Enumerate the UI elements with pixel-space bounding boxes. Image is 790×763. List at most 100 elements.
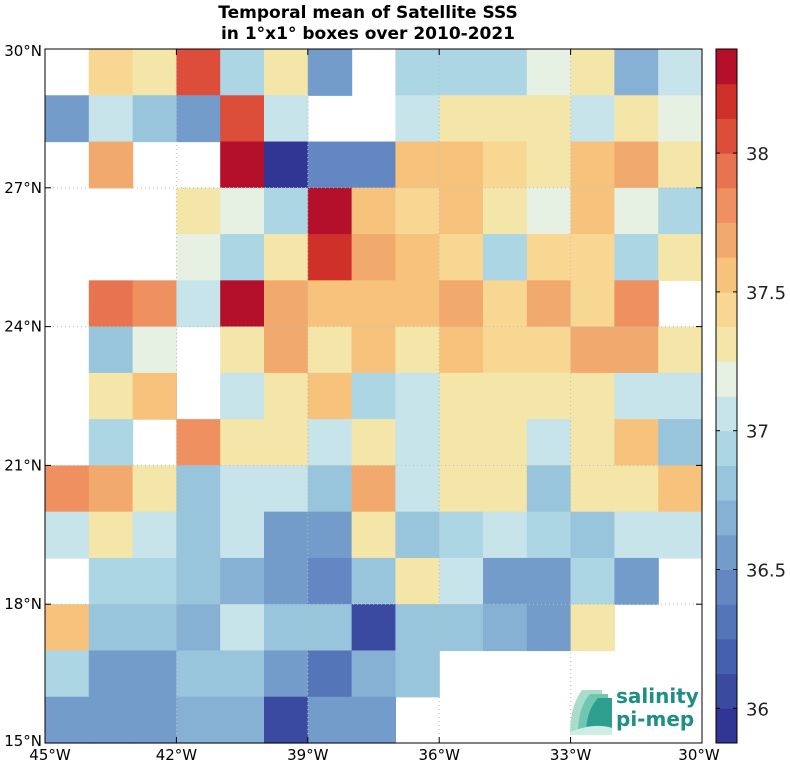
heatmap-cell (351, 696, 396, 744)
heatmap-cell (439, 187, 484, 235)
heatmap-cell (570, 234, 615, 281)
heatmap-cell (483, 372, 528, 420)
heatmap-cell (614, 234, 659, 281)
heatmap-cell (132, 372, 177, 420)
heatmap-cell (658, 419, 703, 466)
colorbar-tick-label: 37 (746, 422, 769, 443)
heatmap-cell (264, 511, 309, 559)
heatmap-cell (307, 49, 353, 96)
y-tick-label: 27°N (4, 179, 42, 197)
heatmap-cell (307, 280, 353, 328)
heatmap-cell (395, 465, 440, 513)
heatmap-cell (658, 187, 703, 235)
plot-frame (44, 48, 703, 744)
heatmap-cell (439, 604, 484, 652)
heatmap-cell (614, 465, 659, 513)
heatmap-cell (658, 372, 703, 420)
heatmap-cell (570, 187, 615, 235)
heatmap-cell (351, 372, 396, 420)
heatmap-cell (439, 511, 484, 559)
heatmap-cell (439, 372, 484, 420)
heatmap-cell (658, 95, 703, 143)
heatmap-cell (88, 604, 134, 652)
colorbar-segment (716, 500, 737, 536)
y-tick-label: 15°N (4, 732, 42, 750)
heatmap-cell (176, 696, 221, 744)
heatmap-cell (395, 557, 440, 605)
heatmap-cell (176, 557, 221, 605)
heatmap-cell (264, 372, 309, 420)
colorbar-segment (716, 257, 737, 293)
heatmap-cell (176, 419, 221, 466)
y-tick-label: 30°N (4, 42, 42, 60)
colorbar-tick-label: 38 (746, 144, 769, 165)
heatmap-cell (526, 372, 572, 420)
heatmap-cell (351, 604, 396, 652)
colorbar-segment (716, 326, 737, 362)
heatmap-cell (176, 95, 221, 143)
heatmap-cell (88, 511, 134, 559)
heatmap-cell (483, 49, 528, 96)
chart-title: Temporal mean of Satellite SSS in 1°x1° … (218, 3, 517, 44)
heatmap-cell (526, 141, 572, 189)
heatmap-cell (307, 372, 353, 420)
heatmap-cell (483, 511, 528, 559)
heatmap-cell (351, 650, 396, 698)
heatmap-cell (307, 557, 353, 605)
colorbar-segment (716, 49, 737, 85)
heatmap-cell (570, 419, 615, 466)
colorbar-segment (716, 534, 737, 570)
heatmap-cell (264, 280, 309, 328)
heatmap-cell (351, 280, 396, 328)
heatmap-cell (88, 280, 134, 328)
heatmap-cell (439, 465, 484, 513)
x-tick-label: 30°W (678, 746, 720, 763)
heatmap-cell (176, 280, 221, 328)
heatmap-cell (307, 187, 353, 235)
colorbar-frame (715, 48, 738, 744)
heatmap-cell (307, 650, 353, 698)
heatmap-cell (220, 557, 265, 605)
colorbar-segment (716, 708, 737, 744)
logo-line-1: salinity (616, 684, 699, 708)
heatmap-cell (395, 372, 440, 420)
heatmap-cell (614, 419, 659, 466)
heatmap-cell (570, 557, 615, 605)
y-tick-label: 21°N (4, 456, 42, 474)
heatmap-cell (132, 49, 177, 96)
heatmap-cell (526, 95, 572, 143)
heatmap-cell (307, 326, 353, 374)
heatmap-cell (220, 49, 265, 96)
y-tick-label: 18°N (4, 595, 42, 613)
heatmap-cell (351, 557, 396, 605)
heatmap-cell (264, 604, 309, 652)
heatmap-cell (439, 557, 484, 605)
colorbar-segment (716, 222, 737, 258)
logo-wave-icon (570, 690, 612, 735)
heatmap-cell (439, 49, 484, 96)
heatmap-cell (614, 95, 659, 143)
heatmap-cell (395, 326, 440, 374)
heatmap-cell (88, 372, 134, 420)
heatmap-cell (351, 141, 396, 189)
heatmap-cell (88, 326, 134, 374)
heatmap-cell (483, 95, 528, 143)
heatmap-cell (88, 95, 134, 143)
heatmap-cell (614, 187, 659, 235)
colorbar-segment (716, 465, 737, 501)
salinity-pi-mep-logo: salinity pi-mep (570, 684, 699, 735)
colorbar: 36 36.5 37 37.5 38 (715, 48, 786, 744)
colorbar-segment (716, 396, 737, 432)
heatmap-cell (570, 95, 615, 143)
heatmap-cell (614, 141, 659, 189)
heatmap-cell (220, 280, 265, 328)
heatmap-cell (132, 280, 177, 328)
heatmap-cell (132, 604, 177, 652)
heatmap-cell (351, 234, 396, 281)
heatmap-cell (614, 326, 659, 374)
heatmap-cell (176, 511, 221, 559)
heatmap-cell (351, 511, 396, 559)
heatmap-cell (132, 650, 177, 698)
heatmap-cell (176, 650, 221, 698)
